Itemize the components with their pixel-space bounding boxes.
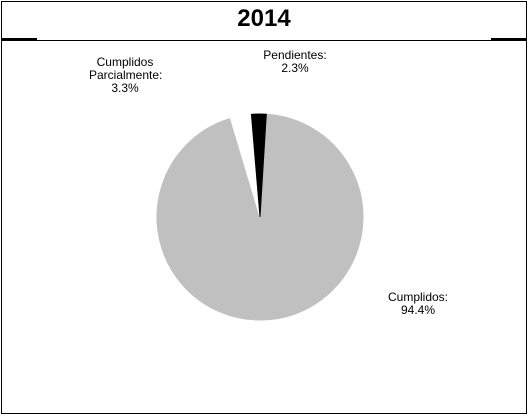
pie-slice-pendientes <box>250 113 267 218</box>
title-box: 2014 <box>2 2 526 41</box>
pie-slice-cumplidos <box>156 113 364 321</box>
slice-label-cumplidos: Cumplidos: 94.4% <box>353 291 483 317</box>
title-rule-right <box>491 38 527 40</box>
slice-label-cumplidos-parcialmente: Cumplidos Parcialmente: 3.3% <box>60 56 190 95</box>
slice-label-pendientes: Pendientes: 2.3% <box>230 49 360 75</box>
slice-label-cumplidos-parcialmente-name: Cumplidos Parcialmente: <box>89 55 163 82</box>
slice-label-pendientes-name: Pendientes: <box>263 48 327 62</box>
slice-value-cumplidos-parcialmente: 3.3% <box>111 81 139 95</box>
slice-value-pendientes: 2.3% <box>281 61 309 75</box>
chart-title: 2014 <box>237 5 291 32</box>
title-rule-left <box>1 38 37 40</box>
slice-value-cumplidos: 94.4% <box>400 303 436 317</box>
slice-label-cumplidos-name: Cumplidos: <box>387 290 449 304</box>
